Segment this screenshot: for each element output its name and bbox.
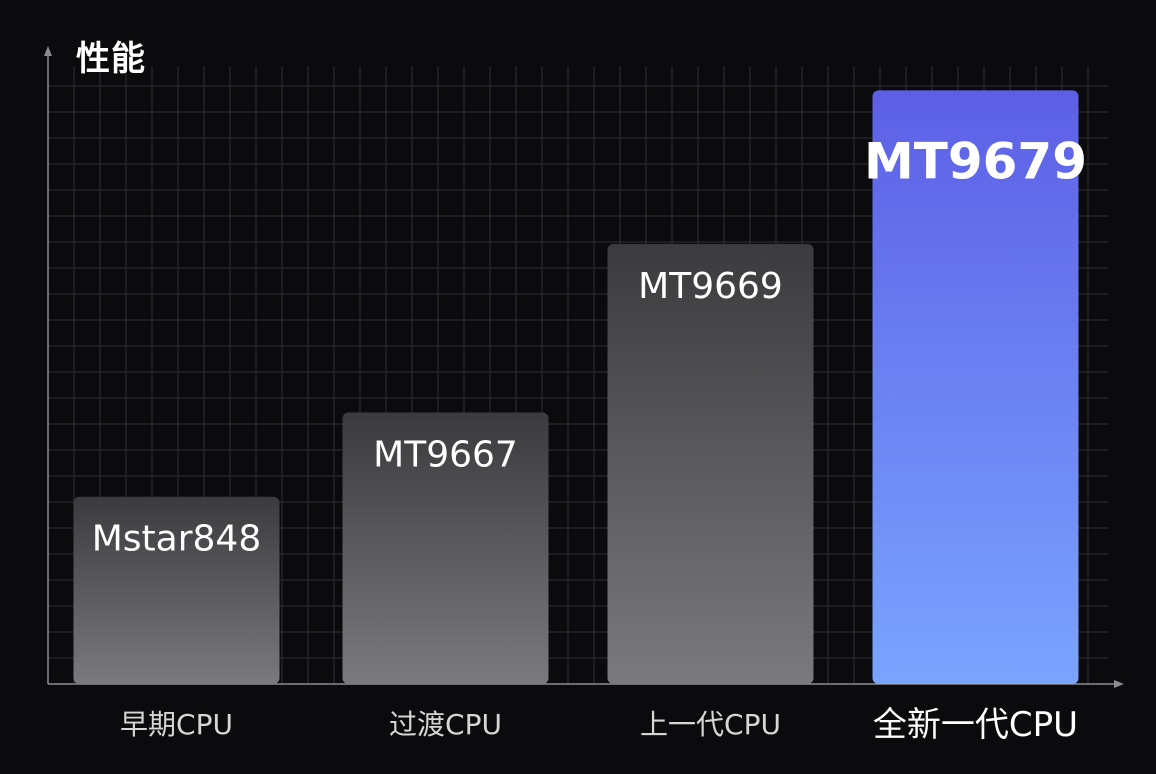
x-axis-arrow-icon: [1114, 680, 1124, 688]
bar-value-label: MT9667: [373, 434, 518, 475]
bar: [342, 412, 549, 684]
x-tick-label: 早期CPU: [120, 708, 233, 741]
bar-value-label: Mstar848: [92, 519, 262, 560]
chart-bars: [73, 90, 1079, 684]
bar: [73, 496, 280, 684]
x-tick-label: 上一代CPU: [640, 708, 781, 741]
bar-value-label: MT9679: [864, 132, 1087, 190]
x-tick-label: 过渡CPU: [389, 708, 502, 741]
x-tick-label: 全新一代CPU: [873, 705, 1078, 745]
bar: [607, 243, 814, 684]
bar-value-label: MT9669: [638, 266, 783, 307]
chart-bar-labels: Mstar848 MT9667 MT9669 MT9679: [92, 132, 1087, 559]
y-axis-label: 性能: [76, 39, 146, 79]
y-axis-arrow-icon: [44, 46, 52, 56]
chart-category-labels: 早期CPU 过渡CPU 上一代CPU 全新一代CPU: [120, 705, 1078, 745]
bar-highlight: [872, 90, 1079, 684]
